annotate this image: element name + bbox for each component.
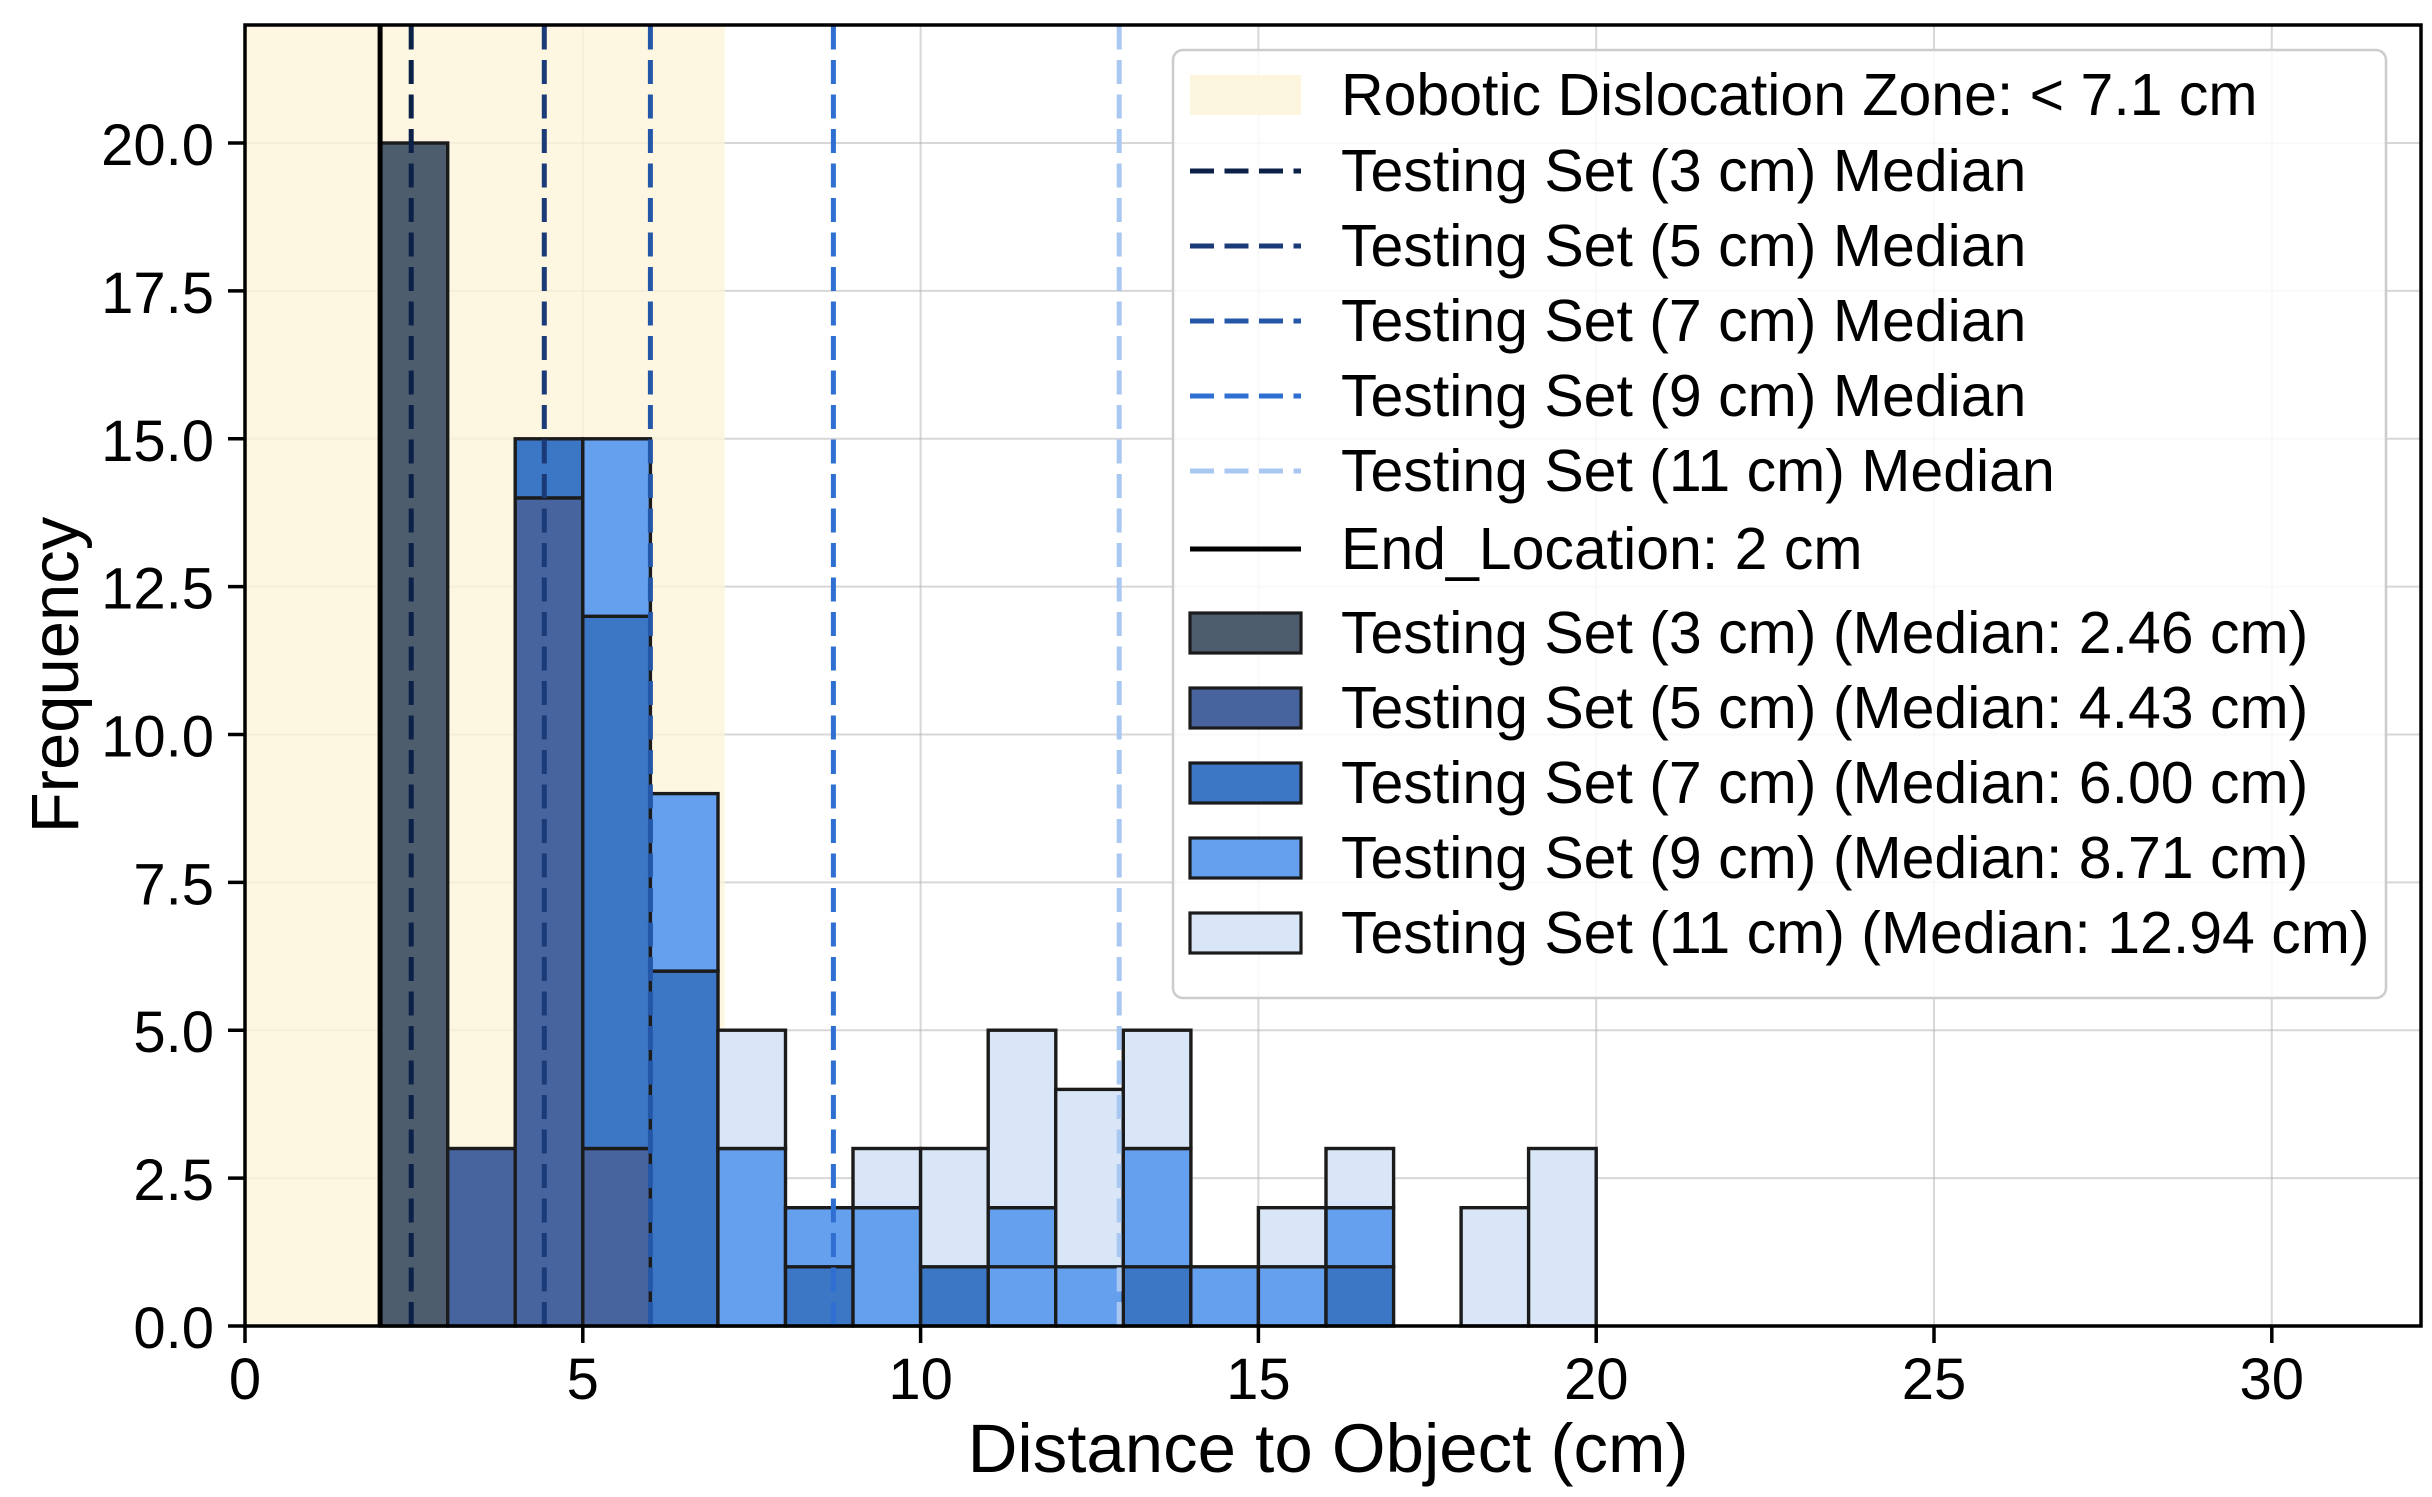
svg-text:Robotic Dislocation Zone: < 7.: Robotic Dislocation Zone: < 7.1 cm bbox=[1341, 62, 2258, 128]
svg-text:Testing Set (5 cm) (Median: 4.: Testing Set (5 cm) (Median: 4.43 cm) bbox=[1341, 675, 2308, 741]
svg-text:5: 5 bbox=[567, 1347, 599, 1412]
svg-text:Distance to Object (cm): Distance to Object (cm) bbox=[968, 1410, 1689, 1487]
svg-text:Testing Set (11 cm) (Median: 1: Testing Set (11 cm) (Median: 12.94 cm) bbox=[1341, 900, 2370, 966]
svg-text:Testing Set (9 cm) Median: Testing Set (9 cm) Median bbox=[1341, 363, 2026, 429]
svg-text:Frequency: Frequency bbox=[18, 516, 93, 833]
svg-text:0: 0 bbox=[229, 1347, 261, 1412]
svg-text:Testing Set (3 cm) (Median: 2.: Testing Set (3 cm) (Median: 2.46 cm) bbox=[1341, 600, 2308, 666]
svg-text:15.0: 15.0 bbox=[101, 409, 214, 474]
svg-text:Testing Set (7 cm) Median: Testing Set (7 cm) Median bbox=[1341, 288, 2026, 354]
svg-text:5.0: 5.0 bbox=[133, 1000, 214, 1065]
svg-text:End_Location: 2 cm: End_Location: 2 cm bbox=[1341, 516, 1863, 582]
svg-text:20: 20 bbox=[1564, 1347, 1629, 1412]
svg-text:Testing Set (11 cm) Median: Testing Set (11 cm) Median bbox=[1341, 438, 2055, 504]
svg-text:7.5: 7.5 bbox=[133, 852, 214, 917]
svg-text:20.0: 20.0 bbox=[101, 113, 214, 178]
svg-text:Testing Set (9 cm) (Median: 8.: Testing Set (9 cm) (Median: 8.71 cm) bbox=[1341, 825, 2308, 891]
svg-text:15: 15 bbox=[1226, 1347, 1291, 1412]
svg-text:10: 10 bbox=[888, 1347, 953, 1412]
svg-text:0.0: 0.0 bbox=[133, 1296, 214, 1361]
svg-text:Testing Set (5 cm) Median: Testing Set (5 cm) Median bbox=[1341, 213, 2026, 279]
svg-text:12.5: 12.5 bbox=[101, 557, 214, 622]
svg-text:17.5: 17.5 bbox=[101, 261, 214, 326]
svg-text:30: 30 bbox=[2240, 1347, 2305, 1412]
svg-text:Testing Set (3 cm) Median: Testing Set (3 cm) Median bbox=[1341, 138, 2026, 204]
svg-text:25: 25 bbox=[1902, 1347, 1967, 1412]
svg-text:10.0: 10.0 bbox=[101, 705, 214, 770]
svg-text:2.5: 2.5 bbox=[133, 1148, 214, 1213]
svg-text:Testing Set (7 cm) (Median: 6.: Testing Set (7 cm) (Median: 6.00 cm) bbox=[1341, 750, 2308, 816]
